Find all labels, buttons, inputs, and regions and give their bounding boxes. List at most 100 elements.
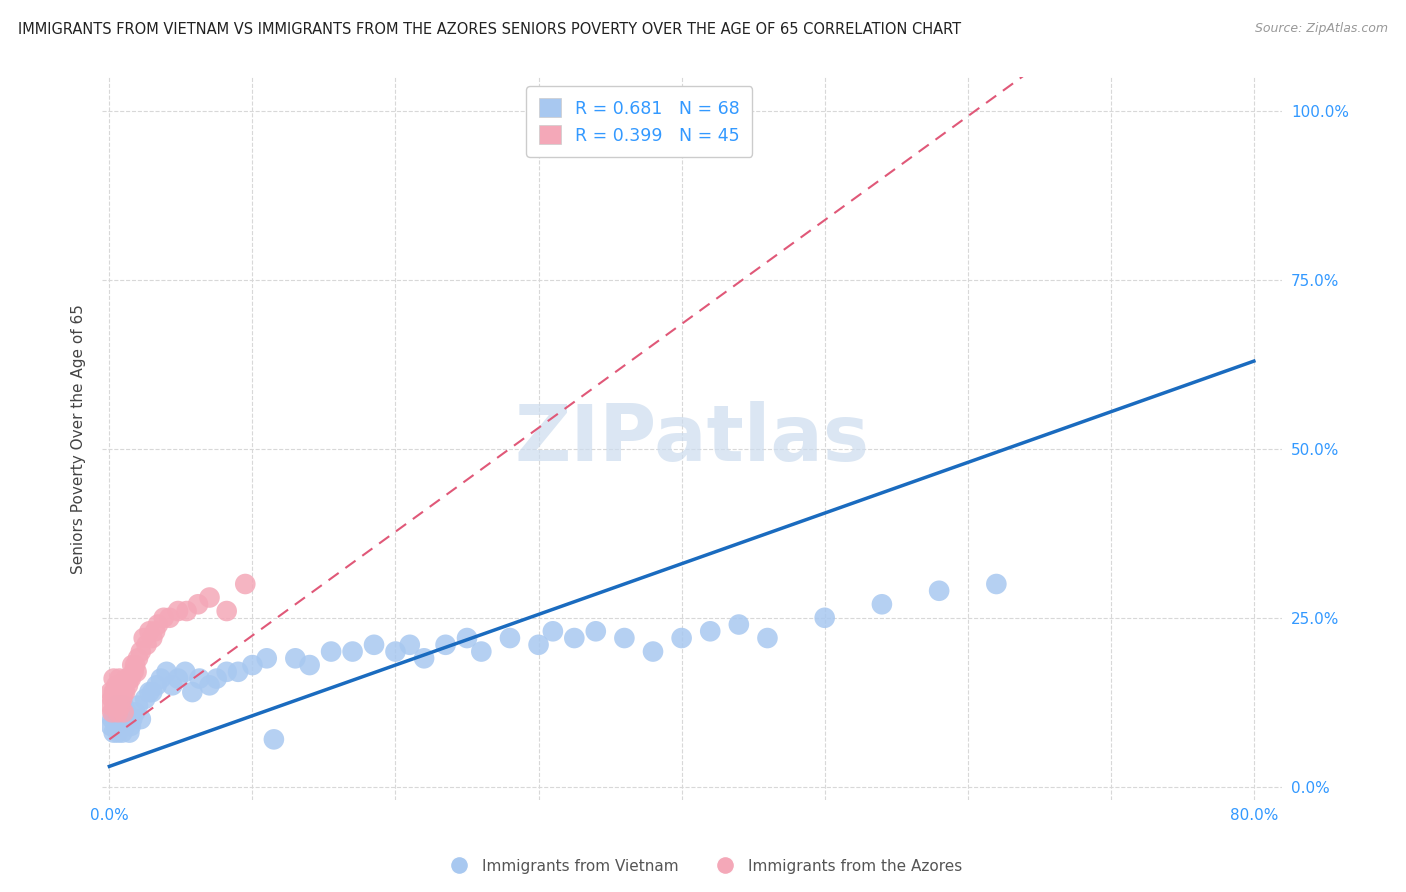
Point bbox=[146, 617, 169, 632]
Point bbox=[181, 685, 204, 699]
Point bbox=[456, 631, 478, 645]
Point bbox=[671, 631, 693, 645]
Point bbox=[242, 658, 264, 673]
Point bbox=[215, 604, 238, 618]
Point bbox=[100, 719, 122, 733]
Point bbox=[101, 691, 124, 706]
Point bbox=[541, 624, 564, 639]
Point bbox=[107, 725, 129, 739]
Point bbox=[110, 719, 132, 733]
Point bbox=[284, 651, 307, 665]
Point bbox=[470, 644, 492, 658]
Point bbox=[107, 691, 129, 706]
Point bbox=[986, 577, 1008, 591]
Point bbox=[101, 712, 124, 726]
Point bbox=[114, 719, 136, 733]
Point bbox=[256, 651, 278, 665]
Point bbox=[138, 624, 160, 639]
Point bbox=[129, 712, 152, 726]
Point bbox=[103, 725, 125, 739]
Point bbox=[167, 604, 190, 618]
Point bbox=[112, 698, 135, 713]
Point bbox=[115, 706, 138, 720]
Point bbox=[124, 706, 146, 720]
Point bbox=[176, 604, 198, 618]
Point bbox=[141, 631, 163, 645]
Point bbox=[110, 706, 132, 720]
Point bbox=[233, 577, 256, 591]
Point bbox=[127, 651, 149, 665]
Point bbox=[120, 719, 142, 733]
Point bbox=[756, 631, 779, 645]
Point bbox=[111, 691, 134, 706]
Point bbox=[108, 712, 131, 726]
Point bbox=[188, 672, 211, 686]
Point bbox=[727, 617, 749, 632]
Point bbox=[699, 624, 721, 639]
Point bbox=[101, 706, 124, 720]
Point bbox=[1323, 104, 1346, 119]
Point bbox=[129, 644, 152, 658]
Point bbox=[198, 678, 221, 692]
Point bbox=[100, 698, 122, 713]
Point bbox=[162, 678, 184, 692]
Point bbox=[103, 706, 125, 720]
Point bbox=[111, 678, 134, 692]
Point bbox=[814, 611, 837, 625]
Point bbox=[118, 672, 141, 686]
Point bbox=[321, 644, 343, 658]
Point bbox=[118, 725, 141, 739]
Point bbox=[111, 725, 134, 739]
Point bbox=[132, 631, 155, 645]
Point bbox=[205, 672, 228, 686]
Point bbox=[499, 631, 522, 645]
Point bbox=[143, 624, 166, 639]
Point bbox=[107, 706, 129, 720]
Point bbox=[105, 678, 128, 692]
Point bbox=[215, 665, 238, 679]
Point bbox=[167, 672, 190, 686]
Point bbox=[562, 631, 585, 645]
Point bbox=[434, 638, 457, 652]
Point bbox=[112, 685, 135, 699]
Point bbox=[145, 678, 167, 692]
Point bbox=[121, 712, 143, 726]
Point bbox=[104, 712, 127, 726]
Text: IMMIGRANTS FROM VIETNAM VS IMMIGRANTS FROM THE AZORES SENIORS POVERTY OVER THE A: IMMIGRANTS FROM VIETNAM VS IMMIGRANTS FR… bbox=[18, 22, 962, 37]
Point bbox=[115, 672, 138, 686]
Point bbox=[226, 665, 249, 679]
Text: ZIPatlas: ZIPatlas bbox=[515, 401, 870, 477]
Point bbox=[613, 631, 636, 645]
Point bbox=[108, 672, 131, 686]
Point bbox=[138, 685, 160, 699]
Y-axis label: Seniors Poverty Over the Age of 65: Seniors Poverty Over the Age of 65 bbox=[72, 304, 86, 574]
Point bbox=[114, 685, 136, 699]
Point bbox=[104, 698, 127, 713]
Point bbox=[122, 665, 145, 679]
Point bbox=[159, 611, 181, 625]
Point bbox=[112, 706, 135, 720]
Point bbox=[121, 658, 143, 673]
Point bbox=[298, 658, 321, 673]
Point bbox=[120, 672, 142, 686]
Point bbox=[413, 651, 436, 665]
Point bbox=[103, 672, 125, 686]
Point bbox=[152, 611, 174, 625]
Point bbox=[187, 597, 209, 611]
Point bbox=[127, 698, 149, 713]
Point bbox=[141, 685, 163, 699]
Point bbox=[363, 638, 385, 652]
Point bbox=[104, 685, 127, 699]
Point bbox=[117, 712, 139, 726]
Point bbox=[149, 672, 172, 686]
Text: Source: ZipAtlas.com: Source: ZipAtlas.com bbox=[1254, 22, 1388, 36]
Point bbox=[870, 597, 893, 611]
Point bbox=[103, 685, 125, 699]
Point bbox=[384, 644, 406, 658]
Point bbox=[155, 665, 177, 679]
Point bbox=[342, 644, 364, 658]
Point bbox=[527, 638, 550, 652]
Point bbox=[105, 698, 128, 713]
Point bbox=[117, 678, 139, 692]
Point bbox=[398, 638, 420, 652]
